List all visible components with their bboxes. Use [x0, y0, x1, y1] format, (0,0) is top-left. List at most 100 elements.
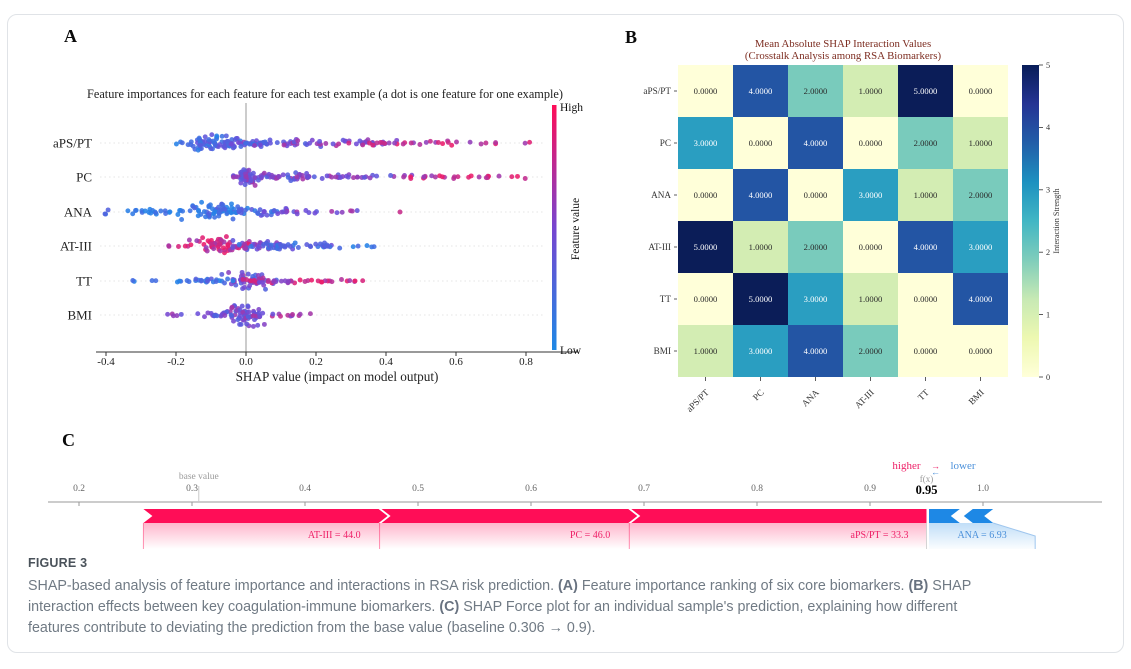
heatmap-cell-value: 0.0000 — [969, 346, 993, 356]
heatmap-row-label: PC — [660, 138, 671, 148]
heatmap-col-label: PC — [751, 387, 766, 402]
caption-segment: interaction effects between key coagulat… — [28, 599, 440, 616]
heatmap-col-label: BMI — [967, 387, 986, 406]
heatmap-cell-value: 0.0000 — [694, 190, 718, 200]
heatmap-cell-value: 4.0000 — [804, 138, 828, 148]
heatmap-row-label: AT-III — [648, 242, 671, 252]
heatmap-cell — [843, 65, 898, 117]
heatmap-cell — [733, 169, 788, 221]
red-segment-label: AT-III = 44.0 — [308, 530, 361, 541]
red-fade — [143, 523, 927, 549]
heatmap-cell — [898, 169, 953, 221]
panel-c-label: C — [62, 430, 75, 450]
base-value-label: base value — [179, 472, 219, 482]
x-tick-label: 0.2 — [309, 356, 323, 368]
heatmap-row-label: TT — [660, 294, 672, 304]
fx-label: f(x) — [920, 474, 934, 484]
force-blue-segment — [929, 509, 960, 523]
heatmap-cell-value: 0.0000 — [694, 86, 718, 96]
red-segment-label: aPS/PT = 33.3 — [851, 530, 909, 541]
heatmap-cell — [953, 325, 1008, 377]
feature-value-colorbar — [552, 105, 557, 350]
higher-arrow-icon: → — [931, 461, 940, 471]
colorbar-tick-label: 5 — [1046, 61, 1050, 70]
heatmap-cell — [843, 221, 898, 273]
feature-label: PC — [76, 170, 92, 185]
heatmap-cell-value: 0.0000 — [914, 294, 938, 304]
feature-label: AT-III — [60, 239, 92, 254]
heatmap-cell-value: 0.0000 — [694, 294, 718, 304]
heatmap-cell-value: 5.0000 — [914, 86, 938, 96]
colorbar-high-label: High — [560, 102, 583, 114]
force-red-segment — [143, 509, 388, 523]
heatmap-col-label: AT-III — [853, 387, 876, 410]
heatmap-cell — [953, 221, 1008, 273]
force-blue-segment — [963, 509, 994, 523]
force-tick-label: 0.7 — [638, 484, 650, 494]
heatmap-cell — [898, 221, 953, 273]
heatmap-cell — [678, 169, 733, 221]
heatmap-row-label: ANA — [651, 190, 671, 200]
colorbar-low-label: Low — [560, 345, 582, 357]
beeswarm-title: Feature importances for each feature for… — [87, 87, 563, 101]
heatmap-cell — [898, 117, 953, 169]
shap-interaction-heatmap: Mean Absolute SHAP Interaction Values(Cr… — [643, 38, 1061, 414]
x-tick-label: -0.4 — [97, 356, 115, 368]
beeswarm-gridlines — [100, 142, 543, 316]
heatmap-cell-value: 3.0000 — [804, 294, 828, 304]
heatmap-cell — [733, 221, 788, 273]
force-tick-label: 0.2 — [73, 484, 85, 494]
colorbar-tick-label: 4 — [1046, 123, 1050, 132]
feature-label: aPS/PT — [53, 136, 92, 151]
red-segment-label: PC = 46.0 — [570, 530, 610, 541]
force-tick-label: 0.8 — [751, 484, 763, 494]
caption-segment: Feature importance ranking of six core b… — [577, 578, 909, 594]
heatmap-cell — [678, 325, 733, 377]
heatmap-cell — [953, 117, 1008, 169]
colorbar-title: Interaction Strength — [1052, 188, 1061, 253]
heatmap-cell-value: 3.0000 — [694, 138, 718, 148]
caption-segment: SHAP-based analysis of feature importanc… — [28, 578, 559, 594]
x-tick-label: 0.0 — [239, 356, 253, 368]
heatmap-cell — [843, 325, 898, 377]
heatmap-cell-value: 0.0000 — [914, 346, 938, 356]
heatmap-col-label: aPS/PT — [684, 387, 711, 414]
heatmap-cell-value: 1.0000 — [969, 138, 993, 148]
heatmap-cells: 0.0000 4.0000 2.0000 1.0000 5.0000 0.0000 3.00… — [678, 65, 1008, 377]
heatmap-col-label: TT — [916, 387, 931, 402]
heatmap-cell-value: 0.0000 — [859, 138, 883, 148]
heatmap-cell-value: 3.0000 — [749, 346, 773, 356]
heatmap-cell-value: 5.0000 — [749, 294, 773, 304]
heatmap-cell — [678, 65, 733, 117]
heatmap-cell-value: 1.0000 — [914, 190, 938, 200]
heatmap-cell — [733, 117, 788, 169]
heatmap-cell-value: 5.0000 — [694, 242, 718, 252]
heatmap-cell-value: 4.0000 — [749, 190, 773, 200]
heatmap-col-label: ANA — [800, 387, 821, 408]
heatmap-cell-value: 2.0000 — [804, 242, 828, 252]
x-tick-label: 0.6 — [449, 356, 463, 368]
shap-beeswarm-plot: Feature importances for each feature for… — [53, 87, 583, 384]
heatmap-cell — [843, 169, 898, 221]
heatmap-cell-value: 0.0000 — [749, 138, 773, 148]
x-axis-title: SHAP value (impact on model output) — [236, 369, 439, 384]
caption-heading: FIGURE 3 — [28, 556, 88, 570]
colorbar-tick-label: 0 — [1046, 373, 1050, 382]
colorbar-title: Feature value — [570, 198, 582, 260]
x-tick-label: 0.4 — [379, 356, 393, 368]
panel-b-label: B — [625, 27, 638, 47]
heatmap-row-label: BMI — [654, 346, 671, 356]
heatmap-cell — [678, 117, 733, 169]
lower-arrow-icon: ← — [931, 467, 940, 477]
force-red-segment — [381, 509, 638, 523]
caption-segment: (A) — [558, 578, 578, 594]
lower-label: lower — [951, 460, 976, 472]
heatmap-cell — [953, 169, 1008, 221]
shap-force-plot: 0.2 0.3 0.4 0.5 0.6 0.7 0.8 0.9 1.0 base value hig… — [48, 460, 1102, 549]
heatmap-cell — [733, 65, 788, 117]
heatmap-cell-value: 2.0000 — [859, 346, 883, 356]
heatmap-cell — [788, 221, 843, 273]
feature-label: TT — [76, 274, 92, 289]
figure-caption: FIGURE 3 SHAP-based analysis of feature … — [28, 556, 1113, 639]
caption-segment: (C) — [439, 599, 460, 616]
